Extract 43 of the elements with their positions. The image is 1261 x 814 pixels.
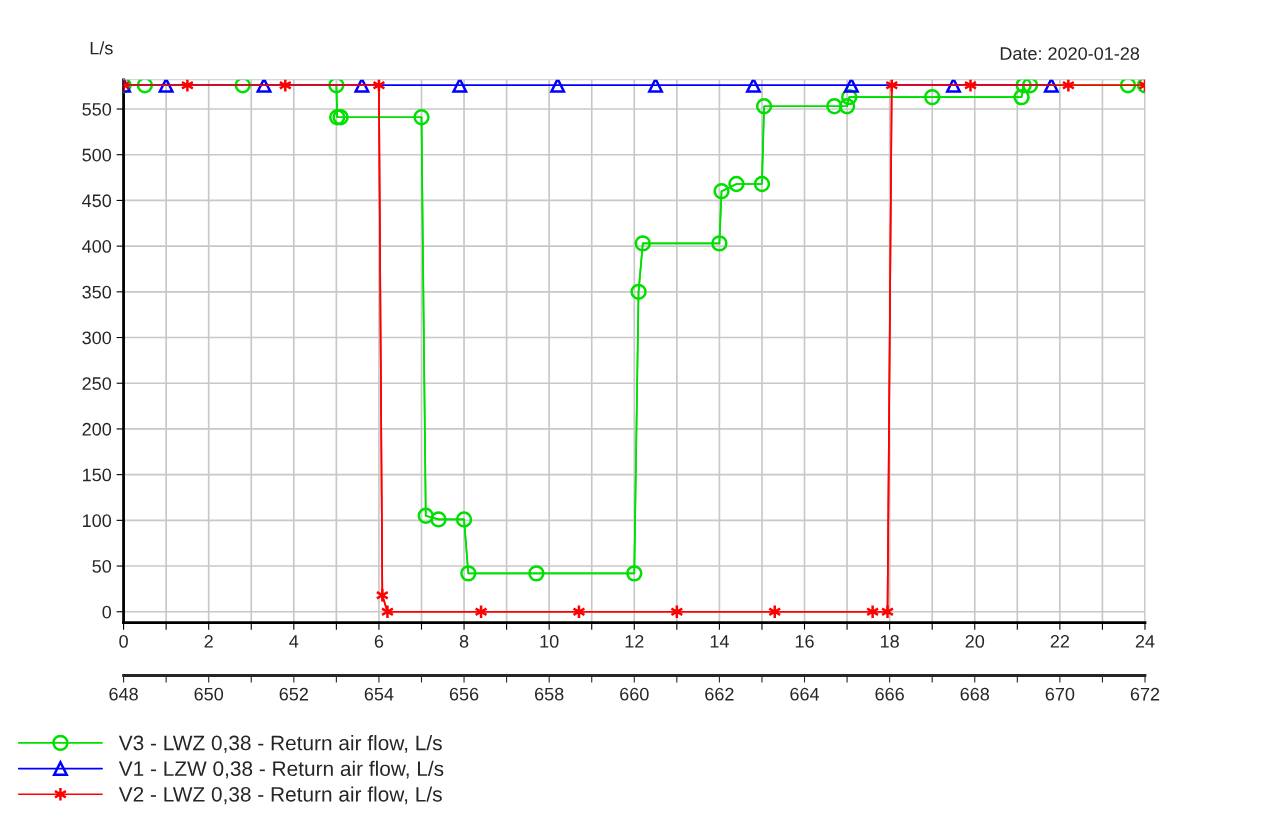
x2-tick-label: 650 xyxy=(194,687,224,701)
x2-tick-label: 648 xyxy=(109,687,138,701)
x-tick-label: 8 xyxy=(459,634,469,648)
x-tick-label: 2 xyxy=(204,634,213,648)
y-tick-label: 100 xyxy=(83,514,112,528)
x2-tick-label: 672 xyxy=(1130,687,1160,701)
x-tick-label: 22 xyxy=(1050,634,1070,648)
y-tick-label: 0 xyxy=(102,605,112,619)
y-tick-label: 250 xyxy=(82,377,112,390)
x2-tick-label: 652 xyxy=(279,687,308,701)
y-tick-label: 350 xyxy=(82,285,112,299)
x-tick-label: 14 xyxy=(710,635,729,648)
x-tick-label: 4 xyxy=(289,635,299,648)
y-tick-label: 300 xyxy=(82,331,112,345)
text: Date: 2020-01-28 xyxy=(1000,47,1140,60)
y-tick-label: 500 xyxy=(82,148,112,162)
y-tick-label: 150 xyxy=(83,468,112,482)
y-tick-label: 550 xyxy=(82,102,112,116)
y-axis-title: L/s xyxy=(90,41,113,55)
y-tick-label: 50 xyxy=(92,559,112,573)
x-tick-label: 12 xyxy=(625,634,644,648)
x-tick-label: 18 xyxy=(880,634,899,648)
y-tick-label: 450 xyxy=(82,194,112,208)
x-tick-label: 0 xyxy=(119,634,128,648)
x2-tick-label: 670 xyxy=(1045,687,1075,701)
legend-label: V2 - LWZ 0,38 - Return air flow, L/s xyxy=(118,786,442,805)
legend-label: V1 - LZW 0,38 - Return air flow, L/s xyxy=(118,760,444,779)
x-tick-label: 20 xyxy=(965,634,985,648)
x2-tick-label: 658 xyxy=(535,687,564,701)
x-tick-label: 24 xyxy=(1135,634,1155,648)
legend-label: V3 - LWZ 0,38 - Return air flow, L/s xyxy=(118,735,442,753)
x-tick-label: 16 xyxy=(795,634,814,648)
x2-tick-label: 664 xyxy=(790,687,820,701)
x2-tick-label: 666 xyxy=(875,687,904,701)
x2-tick-label: 660 xyxy=(620,687,649,701)
x2-tick-label: 668 xyxy=(960,687,990,701)
x2-tick-label: 656 xyxy=(449,687,479,701)
y-tick-label: 200 xyxy=(82,422,112,436)
x2-tick-label: 654 xyxy=(364,687,394,701)
y-tick-label: 400 xyxy=(82,240,112,253)
x-tick-label: 6 xyxy=(374,634,384,648)
x-tick-label: 10 xyxy=(540,634,559,648)
x2-tick-label: 662 xyxy=(705,687,734,701)
